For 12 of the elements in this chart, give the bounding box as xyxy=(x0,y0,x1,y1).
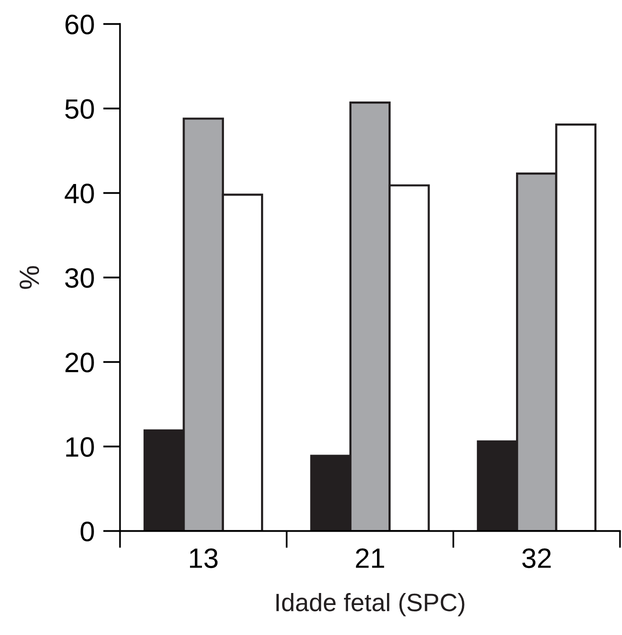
y-tick-label: 50 xyxy=(65,99,94,119)
y-tick-label: 40 xyxy=(64,184,94,204)
x-tick-label: 32 xyxy=(522,548,551,568)
y-tick-label: 20 xyxy=(66,352,94,372)
y-axis-title: % xyxy=(20,266,40,289)
x-tick-label: 21 xyxy=(356,548,384,568)
x-tick-label: 13 xyxy=(190,548,218,568)
x-axis-title: Idade fetal (SPC) xyxy=(276,593,464,616)
y-tick-label: 30 xyxy=(65,268,94,288)
y-tick-label: 60 xyxy=(66,14,94,34)
y-tick-label: 10 xyxy=(66,437,94,457)
y-tick-label: 0 xyxy=(80,522,94,542)
